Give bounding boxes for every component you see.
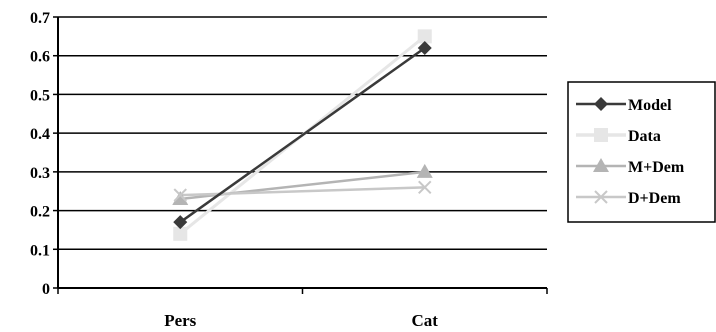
series-line-model <box>179 46 426 224</box>
series-lines <box>179 35 426 235</box>
legend-marker <box>594 190 608 204</box>
y-tick-label: 0.6 <box>30 49 50 66</box>
legend-label: Model <box>628 97 672 114</box>
x-tick-labels: Pers Cat <box>164 311 438 330</box>
series-markers <box>172 29 433 241</box>
data-point <box>172 190 189 205</box>
y-tick-label: 0.4 <box>30 126 50 143</box>
y-tick-label: 0.3 <box>30 165 50 182</box>
series-line-d-dem <box>180 186 425 197</box>
data-point <box>173 215 188 230</box>
data-point <box>173 188 187 202</box>
data-point <box>173 226 188 241</box>
y-tick-label: 0.5 <box>30 87 50 104</box>
y-tick-labels: 0 0.1 0.2 0.3 0.4 0.5 0.6 0.7 <box>30 10 50 298</box>
gridlines <box>58 16 547 251</box>
data-point <box>417 29 432 44</box>
y-tick-label: 0.2 <box>30 204 50 221</box>
legend-marker <box>594 97 608 111</box>
legend-marker <box>594 128 608 142</box>
y-tick-label: 0.1 <box>30 242 50 259</box>
legend: Model Data M+Dem D+Dem <box>567 81 716 223</box>
y-tick-label: 0 <box>42 281 50 298</box>
data-point <box>417 40 432 55</box>
legend-label: D+Dem <box>628 190 681 207</box>
legend-label: M+Dem <box>628 159 685 176</box>
legend-box <box>567 81 716 223</box>
axes <box>53 16 548 294</box>
x-tick-label: Pers <box>164 311 196 330</box>
y-tick-label: 0.7 <box>30 10 50 27</box>
data-point <box>418 180 432 195</box>
legend-label: Data <box>628 128 661 145</box>
data-point <box>416 163 433 178</box>
legend-marker <box>593 158 609 172</box>
x-tick-label: Cat <box>412 311 439 330</box>
